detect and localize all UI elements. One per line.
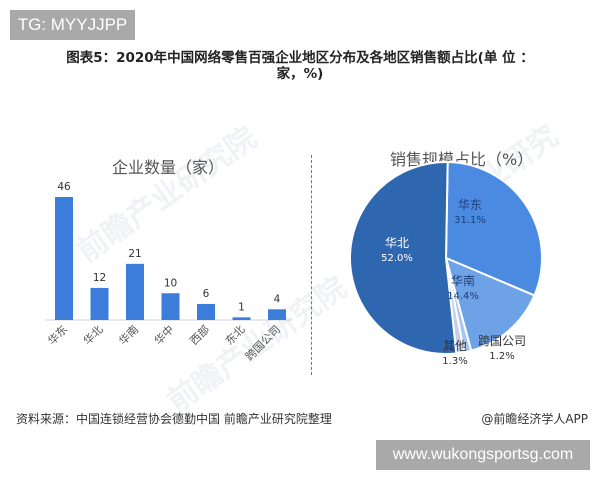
- category-label: 华东: [45, 322, 70, 347]
- source-note: 资料来源：中国连锁经营协会德勤中国 前瞻产业研究院整理: [16, 412, 332, 426]
- category-label: 东北: [223, 323, 248, 348]
- title-line-1: 图表5：2020年中国网络零售百强企业地区分布及各地区销售额占比(单 位 ：: [66, 50, 534, 66]
- bar-chart-title: 企业数量（家）: [112, 158, 225, 177]
- top-watermark-badge: TG: MYYJJPP: [10, 10, 135, 40]
- bar: [197, 303, 215, 320]
- bar: [232, 317, 251, 320]
- chart-title: 图表5：2020年中国网络零售百强企业地区分布及各地区销售额占比(单 位 ： 家…: [30, 50, 570, 82]
- bar-value-label: 10: [164, 277, 177, 289]
- pie-value-label: 1.3%: [442, 356, 467, 367]
- pie-slice: [349, 161, 458, 355]
- bar: [268, 309, 286, 320]
- category-label: 跨国公司: [243, 323, 283, 363]
- pie-value-label: 1.2%: [489, 351, 514, 362]
- pie-category-label: 跨国公司: [478, 334, 526, 348]
- category-label: 华中: [151, 322, 176, 347]
- bar: [126, 263, 144, 320]
- pie-slice: [444, 256, 536, 352]
- bar-value-label: 21: [128, 248, 141, 260]
- bottom-watermark-badge: www.wukongsportsg.com: [376, 440, 590, 470]
- bar: [90, 287, 109, 320]
- pie-value-label: 52.0%: [381, 253, 413, 264]
- pie-category-label: 其他: [443, 339, 467, 353]
- pie-category-label: 华东: [458, 198, 482, 212]
- pie-value-label: 31.1%: [454, 215, 486, 226]
- bar-chart: 46 华东 12 华北 21 华南 10 华中 6 西部 1 东北 4 跨国公司: [45, 181, 292, 363]
- pie-slice: [444, 160, 543, 297]
- bar-value-label: 46: [57, 181, 71, 193]
- bar-value-label: 4: [274, 293, 281, 305]
- bar-value-label: 6: [203, 288, 210, 300]
- bar: [55, 197, 73, 320]
- category-label: 西部: [187, 322, 212, 347]
- pie-category-label: 华南: [451, 273, 475, 288]
- pie-chart: 华东 31.1% 华南 14.4% 跨国公司 1.2% 其他 1.3% 华北 52.0%: [349, 160, 543, 367]
- bar: [161, 293, 180, 320]
- credit-note: @前瞻经济学人APP: [481, 412, 588, 426]
- chart-divider: [311, 155, 312, 375]
- title-line-2: 家，%): [276, 66, 324, 82]
- category-label: 华北: [80, 322, 105, 347]
- pie-category-label: 华北: [385, 236, 409, 250]
- bar-value-label: 1: [238, 301, 245, 313]
- bar-value-label: 12: [93, 272, 106, 284]
- category-label: 华南: [116, 322, 141, 347]
- pie-value-label: 14.4%: [447, 291, 479, 302]
